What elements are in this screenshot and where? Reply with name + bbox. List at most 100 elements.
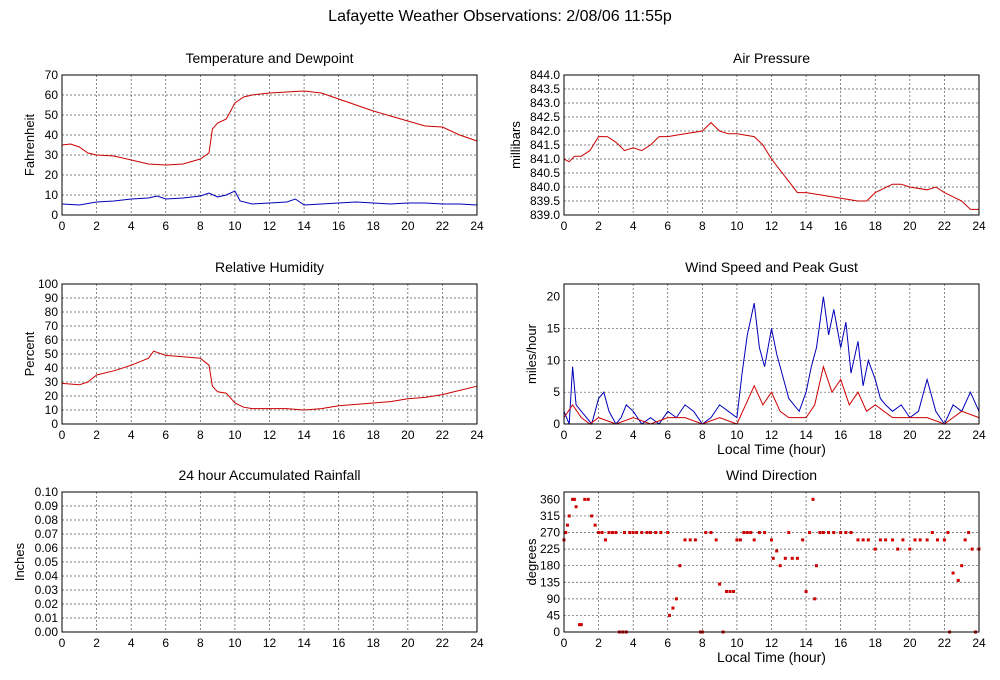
data-point (891, 538, 895, 542)
data-point (654, 531, 658, 535)
data-point (683, 538, 687, 542)
data-point (832, 531, 836, 535)
data-point (600, 531, 604, 535)
data-point (808, 531, 812, 535)
data-point (667, 613, 671, 617)
y-tick-label: 0.08 (35, 513, 59, 527)
x-tick-label: 18 (367, 636, 381, 650)
pressure-ylabel: millibars (508, 121, 523, 169)
data-point (801, 538, 805, 542)
data-point (811, 497, 815, 501)
x-tick-label: 0 (59, 428, 66, 442)
humidity-title: Relative Humidity (215, 259, 324, 275)
data-point (967, 531, 971, 535)
x-tick-label: 6 (664, 636, 671, 650)
rain-frame (61, 491, 478, 633)
data-point (578, 623, 582, 627)
x-tick-label: 16 (834, 219, 848, 233)
data-point (956, 578, 960, 582)
x-tick-label: 10 (730, 636, 744, 650)
x-tick-label: 22 (938, 219, 952, 233)
y-tick-label: 20 (45, 168, 59, 182)
y-tick-label: 40 (45, 128, 59, 142)
data-point (925, 538, 929, 542)
x-tick-label: 6 (162, 636, 169, 650)
x-tick-label: 18 (869, 219, 883, 233)
x-tick-label: 4 (128, 636, 135, 650)
data-point (688, 538, 692, 542)
x-tick-label: 24 (972, 219, 986, 233)
data-point (704, 531, 708, 535)
series-line-0 (61, 90, 478, 166)
rain-title: 24 hour Accumulated Rainfall (178, 467, 360, 483)
data-point (678, 564, 682, 568)
x-tick-label: 18 (869, 636, 883, 650)
direction-title: Wind Direction (726, 467, 817, 483)
x-tick-label: 8 (699, 428, 706, 442)
y-tick-label: 841.5 (530, 138, 560, 152)
x-tick-label: 14 (297, 219, 311, 233)
data-point (731, 589, 735, 593)
temp-ylabel: Fahrenheit (22, 114, 37, 177)
data-point (884, 538, 888, 542)
data-point (770, 538, 773, 542)
y-tick-label: 10 (45, 188, 59, 202)
x-tick-label: 12 (263, 219, 277, 233)
y-tick-label: 0 (553, 417, 560, 431)
data-point (564, 531, 568, 535)
data-point (572, 497, 576, 501)
data-point (607, 531, 611, 535)
y-tick-label: 45 (547, 608, 561, 622)
x-tick-label: 10 (730, 219, 744, 233)
x-tick-label: 18 (869, 428, 883, 442)
x-tick-label: 4 (630, 219, 637, 233)
data-point (614, 531, 618, 535)
y-tick-label: 843.0 (530, 96, 560, 110)
data-point (752, 538, 756, 542)
x-tick-label: 16 (834, 428, 848, 442)
y-tick-label: 20 (547, 290, 561, 304)
y-tick-label: 10 (45, 403, 59, 417)
x-tick-label: 6 (664, 428, 671, 442)
y-tick-label: 90 (547, 592, 561, 606)
y-tick-label: 0.05 (35, 555, 59, 569)
humidity-ylabel: Percent (22, 331, 37, 376)
x-tick-label: 0 (59, 219, 66, 233)
x-tick-label: 22 (938, 636, 952, 650)
data-point (757, 531, 761, 535)
x-tick-label: 12 (263, 428, 277, 442)
y-tick-label: 20 (45, 389, 59, 403)
x-tick-label: 6 (664, 219, 671, 233)
x-tick-label: 24 (470, 428, 484, 442)
y-tick-label: 360 (540, 492, 560, 506)
data-point (827, 531, 831, 535)
x-tick-label: 12 (765, 636, 779, 650)
wind-frame (563, 283, 980, 425)
data-point (844, 531, 848, 535)
data-point (896, 547, 900, 551)
x-tick-label: 0 (59, 636, 66, 650)
y-tick-label: 842.5 (530, 110, 560, 124)
data-point (728, 589, 732, 593)
x-tick-label: 16 (332, 636, 346, 650)
x-tick-label: 20 (903, 636, 917, 650)
y-tick-label: 0 (553, 625, 560, 639)
data-point (738, 538, 742, 542)
y-tick-label: 30 (45, 375, 59, 389)
x-tick-label: 20 (401, 428, 415, 442)
data-point (567, 514, 571, 518)
data-point (873, 547, 877, 551)
data-point (908, 547, 912, 551)
data-point (918, 538, 922, 542)
data-point (635, 531, 639, 535)
x-tick-label: 2 (595, 636, 602, 650)
y-tick-label: 841.0 (530, 152, 560, 166)
y-tick-label: 0.01 (35, 611, 59, 625)
x-tick-label: 4 (128, 219, 135, 233)
data-point (674, 597, 678, 601)
y-tick-label: 843.5 (530, 82, 560, 96)
y-tick-label: 0 (51, 417, 58, 431)
